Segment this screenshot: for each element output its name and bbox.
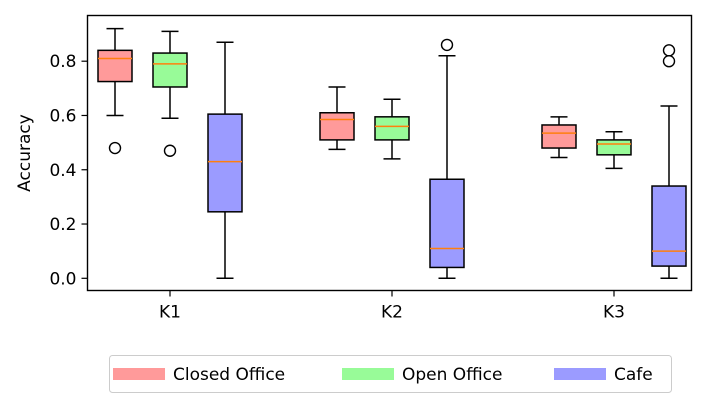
- y-tick-label: 0.2: [49, 215, 76, 235]
- box-cafe-k1: [207, 41, 243, 280]
- y-tick-label: 0.6: [49, 106, 76, 126]
- y-tick-label: 0.0: [49, 269, 76, 289]
- box-iqr: [374, 116, 410, 141]
- box-closed-office-k2: [319, 86, 355, 151]
- legend-label: Open Office: [402, 365, 502, 385]
- box-open-office-k1: [152, 30, 188, 157]
- x-axis-ticks: K1 K2 K3: [159, 290, 625, 323]
- box-open-office-k3: [596, 131, 632, 170]
- outlier-point: [108, 141, 122, 155]
- legend-swatch: [554, 368, 606, 380]
- box-closed-office-k1: [97, 27, 133, 155]
- box-closed-office-k3: [541, 116, 577, 159]
- legend: Closed Office Open Office Cafe: [109, 355, 672, 393]
- box-iqr: [429, 178, 465, 269]
- outlier-point: [440, 38, 454, 52]
- box-iqr: [152, 52, 188, 88]
- y-axis-ticks: 0.0 0.2 0.4 0.6 0.8: [49, 52, 88, 289]
- box-cafe-k3: [651, 44, 687, 280]
- y-axis-title: Accuracy: [15, 114, 35, 192]
- box-iqr: [651, 185, 687, 267]
- y-tick-label: 0.8: [49, 52, 76, 72]
- x-tick-label: K1: [159, 303, 181, 323]
- box-open-office-k2: [374, 98, 410, 160]
- y-tick-label: 0.4: [49, 161, 76, 181]
- legend-label: Closed Office: [173, 365, 285, 385]
- box-iqr: [97, 49, 133, 83]
- outlier-point: [662, 44, 676, 57]
- outlier-point: [662, 55, 676, 68]
- legend-swatch: [113, 368, 165, 380]
- box-iqr: [596, 139, 632, 156]
- plot-area-frame: [86, 14, 693, 292]
- box-iqr: [207, 113, 243, 213]
- box-cafe-k2: [429, 38, 465, 280]
- box-iqr: [541, 124, 577, 149]
- box-iqr: [319, 112, 355, 141]
- x-tick-label: K2: [381, 303, 403, 323]
- outlier-point: [163, 144, 177, 157]
- x-tick-label: K3: [603, 303, 625, 323]
- legend-label: Cafe: [614, 365, 653, 385]
- box-plots: [97, 27, 687, 280]
- legend-swatch: [342, 368, 394, 380]
